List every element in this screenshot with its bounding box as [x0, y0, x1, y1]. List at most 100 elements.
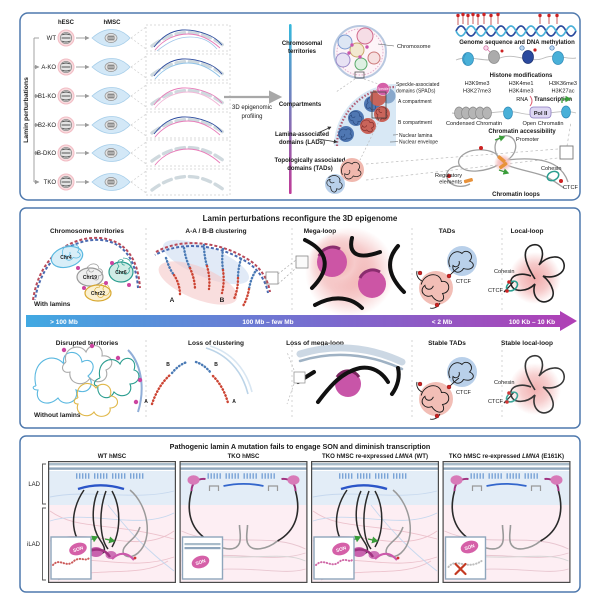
histone-mark-label: H3K4me1: [509, 81, 534, 87]
lamina-arc-box: [145, 24, 231, 52]
loss-megaloop-graphic: [286, 344, 406, 405]
col-header-tko-hmsc: TKO hMSC: [228, 453, 260, 460]
tads-label-1: Topologically associated: [275, 158, 346, 164]
accessibility-row-graphic: Pol II: [451, 95, 577, 120]
bottom-panel-title: Pathogenic lamin A mutation fails to eng…: [170, 442, 431, 451]
scale-label-2: < 2 Mb: [432, 319, 452, 326]
without-lamins-label: Without lamins: [34, 412, 81, 419]
compartments-graphic: Speckle: [334, 82, 397, 147]
header-disrupted: Disrupted territories: [56, 340, 119, 347]
transcription-label: Transcription: [534, 97, 572, 103]
header-loss-clustering: Loss of clustering: [188, 340, 244, 347]
row-label: A-KO: [41, 65, 56, 71]
hesc-cell-icon: [57, 173, 75, 191]
top-panel: Lamin perturbations hESC hMSC WT A-KO: [19, 12, 581, 201]
b-label-loss2: B: [214, 362, 218, 368]
perturbation-row-ako: A-KO: [41, 53, 231, 81]
hesc-cell-icon: [57, 29, 75, 47]
dna-methylation-graphic: [455, 12, 577, 37]
chromatin-loops-graphic: [446, 121, 574, 189]
subpanel-lmna-e161k: [443, 461, 571, 583]
b-label-loss: B: [166, 362, 170, 368]
chromosome-label: Chromosome: [397, 44, 431, 50]
chr6-label: Chr6: [115, 270, 127, 276]
perturbation-row-tko: TKO: [44, 168, 231, 196]
scale-gradient-bar: [289, 24, 292, 194]
chr22-label: Chr22: [91, 291, 105, 297]
genome-label: Genome sequence and DNA methylation: [459, 40, 575, 46]
header-territories: Chromosome territories: [50, 228, 124, 235]
row-label: B2-KO: [38, 123, 56, 129]
spads-label-1: Speckle-associated: [396, 82, 440, 88]
cohesin-label-stable: Cohesin: [494, 380, 515, 386]
col-header-lmna-wt: TKO hMSC re-expressed LMNA (WT): [322, 453, 428, 460]
lamina-arc-box: [145, 111, 231, 139]
subpanel-wt-hmsc: [48, 461, 176, 583]
pol2-label: Pol II: [534, 111, 548, 117]
sidebar-vertical-label: Lamin perturbations: [23, 77, 30, 143]
chr19-label: Chr19: [83, 275, 97, 281]
with-lamins-label: With lamins: [34, 301, 71, 308]
middle-panel-title: Lamin perturbations reconfigure the 3D e…: [203, 214, 398, 223]
histone-row-graphic: [455, 45, 577, 66]
nuclear-envelope-label: Nuclear envelope: [399, 140, 438, 146]
header-clustering: A-A / B-B clustering: [185, 228, 246, 235]
scale-label-3: 100 Kb – 10 Kb: [509, 319, 555, 326]
a-compartment-label: A compartment: [398, 99, 432, 105]
territories-label-2: territories: [288, 49, 317, 55]
row-label: WT: [47, 36, 57, 42]
condensed-label: Condensed Chromatin: [446, 121, 502, 127]
histone-mark-label: H3K27me3: [463, 89, 491, 95]
b-compartment-label: B compartment: [398, 120, 433, 126]
header-stable-tads: Stable TADs: [428, 340, 466, 347]
col-header-lmna-e161k: TKO hMSC re-expressed LMNA (E161K): [449, 453, 564, 460]
column-separators: [145, 228, 503, 420]
hierarchy-section: Chromosomal territories Chromosome Compa…: [275, 25, 559, 195]
histone-mods-label: Histone modifications: [490, 73, 553, 79]
a-label-loss: A: [144, 399, 148, 405]
a-label: A: [170, 297, 175, 304]
open-label: Open Chromatin: [522, 121, 563, 127]
ilad-bracket: [42, 507, 46, 581]
a-label-loss2: A: [232, 399, 236, 405]
header-localloop: Local-loop: [511, 228, 544, 235]
ctcf-label: CTCF: [563, 185, 578, 191]
molecular-section: Genome sequence and DNA methylation Hist…: [435, 12, 578, 198]
compartments-label: Compartments: [279, 102, 322, 108]
header-tads: TADs: [439, 228, 456, 235]
bottom-panel: Pathogenic lamin A mutation fails to eng…: [19, 435, 581, 593]
spads-label-2: domains (SPADs): [396, 89, 436, 95]
hesc-cell-icon: [57, 144, 75, 162]
lamina-arc-box: [145, 139, 231, 167]
clustering-graphic: A B: [154, 239, 279, 308]
ctcf-label-stable-tads: CTCF: [456, 390, 471, 396]
header-stable-localloop: Stable local-loop: [501, 340, 553, 347]
nuclear-lamina-label: Nuclear lamina: [399, 133, 433, 139]
promoter-label: Promoter: [516, 137, 539, 143]
chromatin-loops-label: Chromatin loops: [492, 192, 540, 198]
ctcf-label-tads: CTCF: [456, 279, 471, 285]
col-header-wt-hmsc: WT hMSC: [98, 453, 127, 460]
row-tree-stubs: [34, 37, 40, 185]
hesc-cell-icon: [57, 87, 75, 105]
lads-label-2: domains (LADs): [279, 140, 325, 146]
histone-mark-label: H3K9me3: [465, 81, 490, 87]
subpanel-lmna-wt: [311, 461, 439, 583]
profiling-label-1: 3D epigenomic: [232, 105, 272, 111]
perturbation-row-bdko: B-DKO: [37, 139, 231, 167]
histone-mark-label: H3K36me3: [549, 81, 577, 87]
territories-graphic: Chr4 Chr19 Chr6 Chr22: [32, 236, 141, 302]
nucleus-graphic: [333, 25, 395, 79]
ctcf-label-stable: CTCF: [488, 399, 503, 405]
perturbation-row-b2ko: B2-KO: [38, 111, 231, 139]
top-panel-border: [19, 12, 581, 201]
ilad-label: iLAD: [27, 542, 41, 548]
son-inset: [313, 536, 355, 580]
col-header-hesc: hESC: [58, 20, 75, 26]
histone-mark-label: H3K4me3: [509, 89, 534, 95]
cohesin-ring-icon: [546, 170, 560, 182]
lad-label: LAD: [28, 482, 40, 488]
disrupted-graphic: [32, 343, 143, 417]
